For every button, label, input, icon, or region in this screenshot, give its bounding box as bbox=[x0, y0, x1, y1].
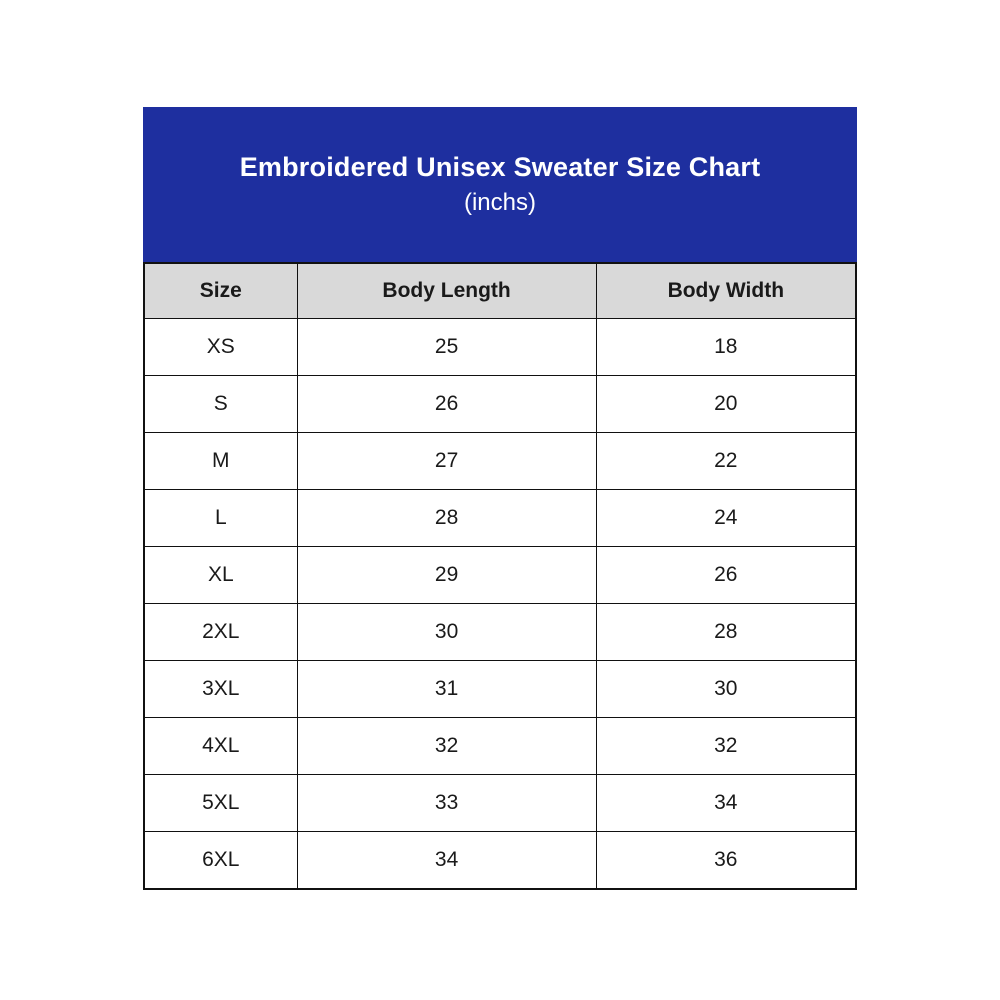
cell-body-length: 32 bbox=[296, 717, 597, 775]
cell-size: 2XL bbox=[143, 603, 298, 661]
table-header-row: Size Body Length Body Width bbox=[143, 262, 857, 319]
chart-title-band: Embroidered Unisex Sweater Size Chart (i… bbox=[143, 107, 857, 262]
cell-body-width: 36 bbox=[595, 831, 857, 890]
cell-body-length: 30 bbox=[296, 603, 597, 661]
chart-subtitle: (inchs) bbox=[463, 189, 536, 217]
table-row: S 26 20 bbox=[143, 375, 857, 433]
cell-body-length: 29 bbox=[296, 546, 597, 604]
cell-body-width: 32 bbox=[595, 717, 857, 775]
cell-body-length: 33 bbox=[296, 774, 597, 832]
size-table: Size Body Length Body Width XS 25 18 S 2… bbox=[143, 262, 857, 890]
cell-body-width: 24 bbox=[595, 489, 857, 547]
cell-body-length: 27 bbox=[296, 432, 597, 490]
cell-size: M bbox=[143, 432, 298, 490]
table-row: 3XL 31 30 bbox=[143, 660, 857, 718]
table-row: 4XL 32 32 bbox=[143, 717, 857, 775]
table-row: L 28 24 bbox=[143, 489, 857, 547]
table-row: XL 29 26 bbox=[143, 546, 857, 604]
cell-size: 4XL bbox=[143, 717, 298, 775]
column-header-body-length: Body Length bbox=[296, 262, 597, 319]
column-header-body-width: Body Width bbox=[595, 262, 857, 319]
cell-size: L bbox=[143, 489, 298, 547]
cell-body-length: 31 bbox=[296, 660, 597, 718]
cell-body-width: 34 bbox=[595, 774, 857, 832]
cell-body-width: 26 bbox=[595, 546, 857, 604]
cell-body-width: 18 bbox=[595, 318, 857, 376]
cell-size: 6XL bbox=[143, 831, 298, 890]
table-row: 2XL 30 28 bbox=[143, 603, 857, 661]
cell-body-width: 20 bbox=[595, 375, 857, 433]
cell-body-length: 34 bbox=[296, 831, 597, 890]
table-row: XS 25 18 bbox=[143, 318, 857, 376]
table-row: M 27 22 bbox=[143, 432, 857, 490]
cell-body-length: 28 bbox=[296, 489, 597, 547]
cell-size: 5XL bbox=[143, 774, 298, 832]
cell-size: 3XL bbox=[143, 660, 298, 718]
cell-body-width: 30 bbox=[595, 660, 857, 718]
cell-size: S bbox=[143, 375, 298, 433]
cell-body-length: 25 bbox=[296, 318, 597, 376]
size-chart: Embroidered Unisex Sweater Size Chart (i… bbox=[143, 107, 857, 890]
chart-title: Embroidered Unisex Sweater Size Chart bbox=[239, 152, 761, 183]
table-row: 5XL 33 34 bbox=[143, 774, 857, 832]
cell-body-length: 26 bbox=[296, 375, 597, 433]
cell-size: XL bbox=[143, 546, 298, 604]
table-row: 6XL 34 36 bbox=[143, 831, 857, 890]
cell-body-width: 28 bbox=[595, 603, 857, 661]
column-header-size: Size bbox=[143, 262, 298, 319]
cell-body-width: 22 bbox=[595, 432, 857, 490]
cell-size: XS bbox=[143, 318, 298, 376]
